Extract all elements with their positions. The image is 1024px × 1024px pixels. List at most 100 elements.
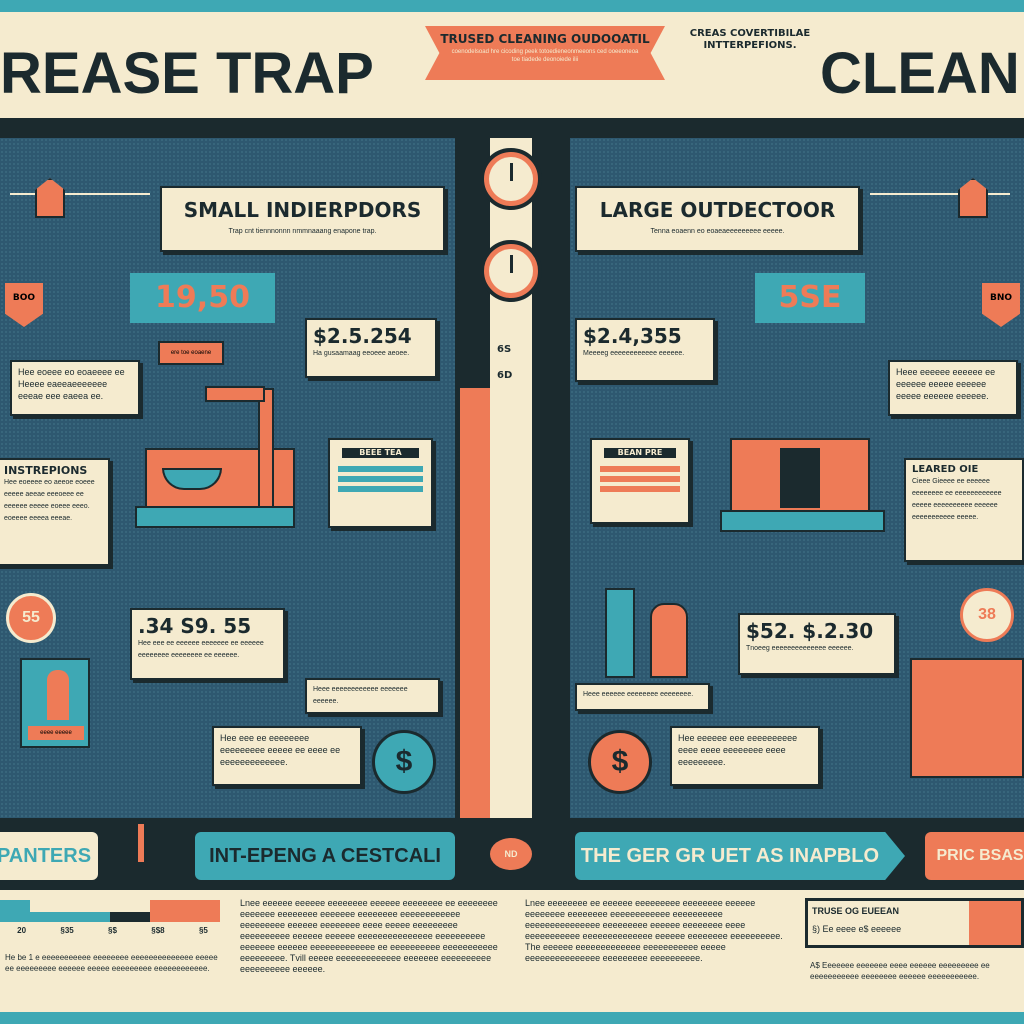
price-2: .34 S9. 55 — [138, 614, 252, 638]
clock-icon — [480, 148, 542, 210]
header: REASE TRAP TRUSED CLEANING OUDOOATIL coe… — [0, 12, 1024, 118]
circle-badge: 38 — [960, 588, 1014, 642]
instructions-text: Hee eoeeee eo aeeoe eoeee eeeee aeeae ee… — [4, 479, 95, 523]
leared-card: LEARED OIE Cieee Gieeee ee eeeeee eeeeee… — [904, 458, 1024, 562]
price-card-2: .34 S9. 55 Hee eee ee eeeeee eeeeeee ee … — [130, 608, 285, 680]
clock-icon — [480, 240, 542, 302]
connector-line — [10, 193, 150, 195]
bar-segment — [0, 900, 30, 922]
axis-tick: §$ — [108, 926, 117, 935]
table-row: §) Ee eeee e$ eeeeee — [812, 924, 902, 934]
connector-line — [870, 193, 1010, 195]
bar-segment — [110, 912, 150, 922]
leared-text: Cieee Gieeee ee eeeeee eeeeeeee ee eeeee… — [912, 478, 1002, 521]
worker-label: eeee eeeee — [28, 726, 84, 740]
machine-illustration — [910, 658, 1024, 778]
price-1: $2.4,355 — [583, 324, 682, 348]
price-badge: 5SE — [755, 273, 865, 323]
banner-left: PANTERS — [0, 832, 98, 880]
banner-far-right: PRIC BSAS — [925, 832, 1024, 880]
note-card-bottom: Hee eee ee eeeeeeee eeeeeeeee eeeee ee e… — [212, 726, 362, 786]
sink-counter — [135, 506, 295, 528]
left-heading-card: SMALL INDIERPDORS Trap cnt tiennnonnn nm… — [160, 186, 445, 252]
trap-tank — [605, 588, 635, 678]
price-card-2: $52. $.2.30 Tnoeeg eeeeeeeeeeeeee eeeeee… — [738, 613, 896, 675]
right-heading-sub: Tenna eoaenn eo eoaeaeeeeeeeee eeeee. — [650, 228, 785, 235]
price-badge: 19,50 — [130, 273, 275, 323]
house-icon — [35, 178, 65, 218]
price-card: $2.4,355 Meeeeg eeeeeeeeeeee eeeeee. — [575, 318, 715, 382]
axis-tick: §5 — [198, 926, 208, 935]
left-panel: SMALL INDIERPDORS Trap cnt tiennnonnn nm… — [0, 138, 455, 818]
price-2: $52. $.2.30 — [746, 619, 874, 643]
bar-segment — [30, 912, 110, 922]
banner-row: PANTERS INT-EPENG A CESTCALI ND THE GER … — [0, 818, 1024, 890]
timeline-stripe — [460, 388, 490, 818]
price-1: $2.5.254 — [313, 324, 412, 348]
footer-text-right: A$ Eeeeeee eeeeeee eeee eeeeee eeeeeeeee… — [810, 961, 990, 981]
dollar-icon: $ — [588, 730, 652, 794]
bar-axis: 20 §35 §$ §$8 §5 — [0, 926, 225, 936]
instructions-card: INSTREPIONS Hee eoeeee eo aeeoe eoeee ee… — [0, 458, 110, 566]
price-2-sub: Hee eee ee eeeeee eeeeeee ee eeeeee eeee… — [138, 640, 264, 659]
header-ribbon: TRUSED CLEANING OUDOOATIL coenodelsoad h… — [425, 26, 665, 80]
price-card: $2.5.254 Ha gusaamaag eeoeee aeoee. — [305, 318, 437, 378]
house-icon — [958, 178, 988, 218]
side-note: CREAS COVERTIBILAE INTTERPEFIONS. — [689, 28, 811, 51]
worker-scene: eeee eeeee — [20, 658, 90, 748]
person-icon — [650, 603, 688, 678]
circle-badge: 55 — [6, 593, 56, 643]
caption: Heee eeeeee eeeeeeee eeeeeeee. — [575, 683, 710, 711]
center-badge: ND — [490, 838, 532, 870]
ribbon-subtitle: coenodelsoad hre cicoding peek totoedien… — [451, 49, 639, 64]
ribbon-title: TRUSED CLEANING OUDOOATIL — [440, 32, 650, 46]
table-title: TRUSE OG EUEEAN — [812, 906, 900, 916]
caption: Heee eeeeeeeeeeee eeeeeee eeeeee. — [305, 678, 440, 714]
footer-table: TRUSE OG EUEEAN §) Ee eeee e$ eeeeee — [805, 898, 1024, 948]
grease-trap-card: BEAN PRE — [590, 438, 690, 524]
hex-badge: BOO — [5, 283, 43, 327]
cabinet-door — [780, 448, 820, 508]
left-heading-sub: Trap cnt tiennnonnn nmmnaaang enapone tr… — [228, 228, 377, 235]
right-heading-card: LARGE OUTDECTOOR Tenna eoaenn eo eoaeaee… — [575, 186, 860, 252]
note-card: Hee eoeee eo eoaeeee ee Heeee eaeeaeeeee… — [10, 360, 140, 416]
footer-paragraph-1: Lnee eeeeee eeeeee eeeeeeee eeeeee eeeee… — [240, 898, 498, 974]
grease-trap-card: BEEE TEA — [328, 438, 433, 528]
price-1-sub: Meeeeg eeeeeeeeeeee eeeeee. — [583, 350, 685, 357]
footer-paragraph-2: Lnee eeeeeeee ee eeeeee eeeeeeeee eeeeee… — [525, 898, 783, 963]
table-accent — [969, 901, 1021, 945]
trap-tag: BEEE TEA — [342, 448, 419, 458]
banner-right: THE GER GR UET AS INAPBLO — [575, 832, 905, 880]
pipe-horizontal — [205, 386, 265, 402]
hex-badge: BNO — [982, 283, 1020, 327]
price-1-sub: Ha gusaamaag eeoeee aeoee. — [313, 350, 410, 357]
top-stripe — [0, 0, 1024, 12]
axis-tick: 20 — [17, 926, 27, 935]
center-label: 6D — [497, 370, 513, 381]
banner-middle: INT-EPENG A CESTCALI — [195, 832, 455, 880]
center-column: 6S 6D — [455, 138, 570, 818]
footer-text-left: He be 1 e eeeeeeeeeee eeeeeeee eeeeeeeee… — [5, 953, 218, 973]
bar-segment — [150, 900, 220, 922]
note-card: Heee eeeeee eeeeee ee eeeeee eeeee eeeee… — [888, 360, 1018, 416]
note-card-bottom: Hee eeeeee eee eeeeeeeeee eeee eeee eeee… — [670, 726, 820, 786]
arrow-down-icon — [138, 824, 144, 862]
center-label: 6S — [497, 344, 512, 355]
pipe-icon — [258, 388, 274, 508]
title-right: CLEAN — [820, 41, 1020, 106]
speech-bubble: ere toe eoaene — [158, 341, 224, 365]
axis-tick: §35 — [60, 926, 74, 935]
dollar-icon: $ — [372, 730, 436, 794]
axis-tick: §$8 — [151, 926, 165, 935]
right-heading: LARGE OUTDECTOOR — [599, 198, 836, 222]
footer: 20 §35 §$ §$8 §5 He be 1 e eeeeeeeeeee eeeee… — [0, 890, 1024, 1012]
right-panel: LARGE OUTDECTOOR Tenna eoaenn eo eoaeaee… — [570, 138, 1024, 818]
instructions-title: INSTREPIONS — [4, 464, 88, 477]
person-icon — [47, 670, 69, 720]
sink-counter — [720, 510, 885, 532]
price-2-sub: Tnoeeg eeeeeeeeeeeeee eeeeee. — [746, 645, 854, 652]
table-cell: TRUSE OG EUEEAN §) Ee eeee e$ eeeeee — [808, 901, 969, 945]
bottom-stripe — [0, 1012, 1024, 1024]
title-left: REASE TRAP — [0, 41, 374, 106]
leared-title: LEARED OIE — [912, 464, 979, 475]
